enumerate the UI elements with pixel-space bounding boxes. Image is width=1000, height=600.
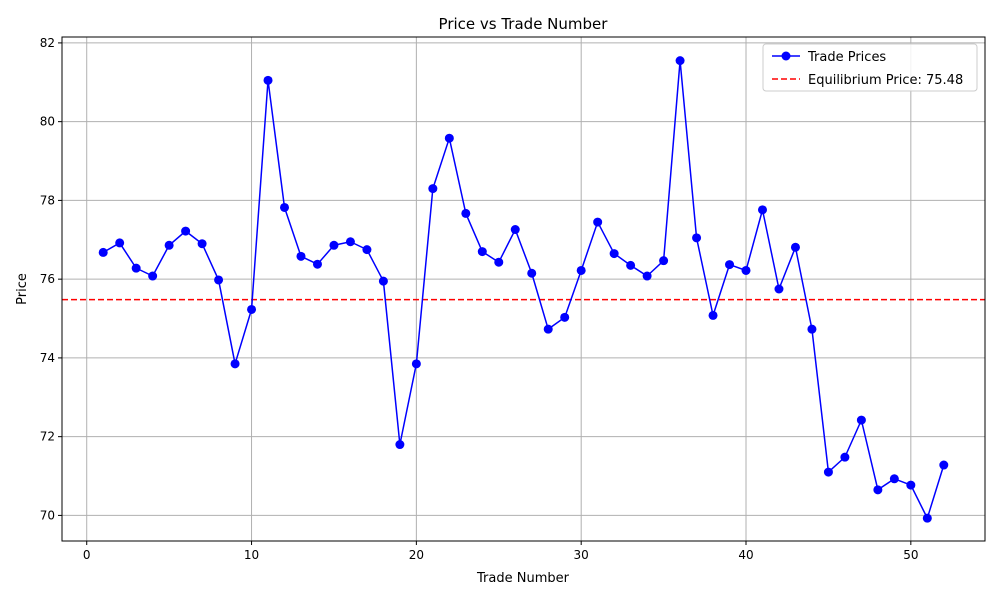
trade-price-point-28 <box>543 324 553 334</box>
trade-price-point-1 <box>98 247 108 257</box>
trade-price-point-30 <box>576 265 586 275</box>
legend-label-trade-prices: Trade Prices <box>807 50 886 65</box>
trade-price-point-4 <box>148 271 158 281</box>
trade-price-point-42 <box>774 284 784 294</box>
plot-frame <box>61 36 986 542</box>
trade-price-point-18 <box>378 276 388 286</box>
trade-price-point-46 <box>840 452 850 462</box>
trade-price-point-9 <box>230 359 240 369</box>
trade-price-point-10 <box>247 304 257 314</box>
tick-layer: 0 10 20 30 40 50 70 72 74 76 78 80 82 <box>40 36 919 562</box>
legend-box <box>762 43 978 92</box>
trade-price-point-5 <box>164 240 174 250</box>
y-tick-label-1: 72 <box>40 430 55 444</box>
trade-price-point-51 <box>922 513 932 523</box>
trade-price-point-8 <box>214 275 224 285</box>
trade-price-point-11 <box>263 75 273 85</box>
trade-price-point-35 <box>659 256 669 266</box>
trade-price-point-3 <box>131 263 141 273</box>
trade-price-point-2 <box>115 238 125 248</box>
trade-price-point-27 <box>527 268 537 278</box>
trade-price-point-14 <box>312 259 322 269</box>
trade-price-point-48 <box>873 485 883 495</box>
y-tick-label-2: 74 <box>40 351 55 365</box>
trade-price-point-43 <box>790 242 800 252</box>
trade-price-point-31 <box>593 217 603 227</box>
trade-price-point-45 <box>823 467 833 477</box>
y-tick-label-3: 76 <box>40 272 55 286</box>
trade-price-point-20 <box>411 359 421 369</box>
trade-price-point-22 <box>444 133 454 143</box>
x-tick-label-2: 20 <box>409 548 424 562</box>
trade-price-point-26 <box>510 225 520 235</box>
trade-price-point-15 <box>329 240 339 250</box>
x-tick-label-1: 10 <box>244 548 259 562</box>
chart-title: Price vs Trade Number <box>439 15 609 33</box>
legend-marker-trade-prices <box>781 51 791 61</box>
y-tick-label-0: 70 <box>40 508 55 522</box>
trade-price-point-32 <box>609 249 619 259</box>
trade-price-point-19 <box>395 440 405 450</box>
trade-price-point-25 <box>494 257 504 267</box>
trade-price-point-44 <box>807 324 817 334</box>
legend: Trade Prices Equilibrium Price: 75.48 <box>762 43 978 92</box>
grid-layer <box>62 37 985 541</box>
trade-price-point-36 <box>675 56 685 66</box>
legend-label-equilibrium: Equilibrium Price: 75.48 <box>808 73 963 88</box>
trade-prices-line <box>102 59 945 519</box>
trade-price-point-41 <box>757 205 767 215</box>
y-tick-label-4: 78 <box>40 193 55 207</box>
trade-price-point-49 <box>889 474 899 484</box>
trade-price-point-50 <box>906 480 916 490</box>
trade-price-point-24 <box>477 247 487 257</box>
trade-price-point-21 <box>428 184 438 194</box>
x-tick-label-3: 30 <box>574 548 589 562</box>
trade-price-point-29 <box>560 312 570 322</box>
x-tick-label-5: 50 <box>903 548 918 562</box>
trade-price-point-12 <box>280 202 290 212</box>
y-axis-label: Price <box>15 273 30 305</box>
trade-price-point-39 <box>725 260 735 270</box>
trade-price-point-16 <box>345 237 355 247</box>
trade-price-point-40 <box>741 265 751 275</box>
trade-price-point-52 <box>939 460 949 470</box>
trade-price-point-7 <box>197 239 207 249</box>
trade-price-point-17 <box>362 245 372 255</box>
x-tick-label-4: 40 <box>738 548 753 562</box>
y-tick-label-5: 80 <box>40 115 55 129</box>
x-tick-label-0: 0 <box>83 548 91 562</box>
trade-price-point-34 <box>642 271 652 281</box>
trade-price-point-47 <box>856 415 866 425</box>
trade-price-point-37 <box>692 233 702 243</box>
trade-price-point-33 <box>626 260 636 270</box>
trade-price-point-38 <box>708 310 718 320</box>
x-axis-label: Trade Number <box>476 571 570 586</box>
y-tick-label-6: 82 <box>40 36 55 50</box>
series-layer <box>98 56 949 523</box>
trade-price-point-13 <box>296 251 306 261</box>
trade-price-point-6 <box>181 226 191 236</box>
trade-price-point-23 <box>461 208 471 218</box>
